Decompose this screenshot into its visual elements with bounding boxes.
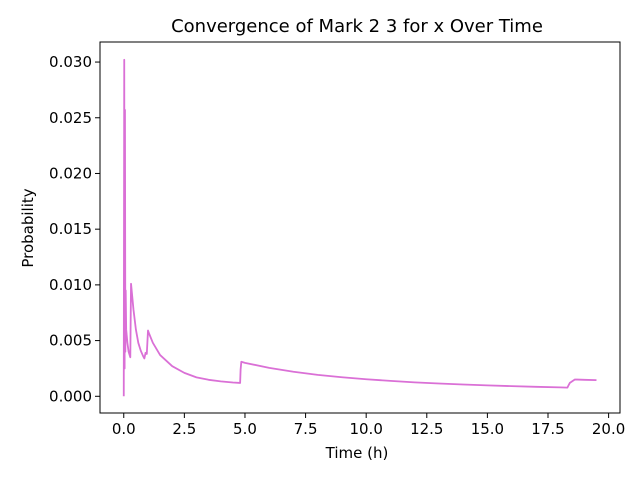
x-tick-label: 7.5 — [294, 420, 318, 438]
x-tick-label: 12.5 — [410, 420, 443, 438]
y-tick-label: 0.030 — [49, 53, 92, 71]
y-tick-label: 0.025 — [49, 109, 92, 127]
x-tick-label: 0.0 — [112, 420, 136, 438]
y-tick-label: 0.020 — [49, 164, 92, 182]
x-tick-label: 17.5 — [531, 420, 564, 438]
chart-title: Convergence of Mark 2 3 for x Over Time — [171, 16, 543, 37]
x-tick-label: 2.5 — [172, 420, 196, 438]
x-axis-label: Time (h) — [325, 444, 389, 462]
plot-area: 0.0 2.5 5.0 7.5 10.0 12.5 15.0 17.5 20.0 0.000 0.0… — [49, 41, 625, 438]
y-tick-label: 0.000 — [49, 387, 92, 405]
y-tick-label: 0.005 — [49, 332, 92, 350]
x-tick-label: 10.0 — [349, 420, 382, 438]
x-tick-label: 5.0 — [233, 420, 257, 438]
y-axis-label: Probability — [19, 188, 37, 267]
y-tick-label: 0.010 — [49, 276, 92, 294]
x-tick-label: 20.0 — [592, 420, 625, 438]
plot-frame — [99, 41, 621, 414]
series-line-0 — [122, 58, 597, 397]
y-tick-label: 0.015 — [49, 220, 92, 238]
x-tick-label: 15.0 — [471, 420, 504, 438]
